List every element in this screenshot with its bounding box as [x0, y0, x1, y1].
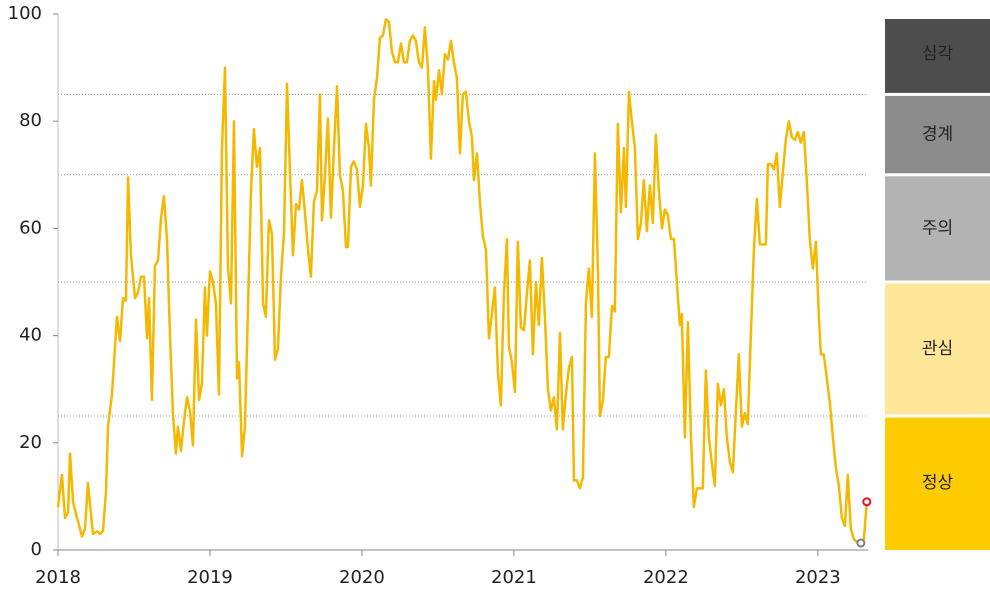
band — [885, 19, 990, 93]
band — [885, 95, 990, 174]
y-tick-label: 0 — [31, 539, 42, 560]
band — [885, 417, 990, 550]
band-label: 주의 — [922, 218, 953, 238]
x-tick-label: 2018 — [35, 567, 81, 588]
y-tick-label: 100 — [8, 3, 42, 24]
y-tick-label: 40 — [19, 325, 42, 346]
y-tick-label: 60 — [19, 217, 42, 238]
band — [885, 176, 990, 281]
y-tick-label: 80 — [19, 110, 42, 131]
x-tick-label: 2022 — [643, 567, 689, 588]
band-label: 경계 — [922, 125, 953, 145]
y-tick-label: 20 — [19, 432, 42, 453]
band-label: 심각 — [922, 44, 954, 64]
band-label: 관심 — [922, 339, 953, 359]
data-line — [56, 18, 869, 545]
point-marker — [862, 497, 872, 507]
band — [885, 283, 990, 415]
x-tick-label: 2023 — [795, 567, 841, 588]
x-tick-label: 2020 — [339, 567, 385, 588]
x-tick-label: 2019 — [187, 567, 233, 588]
band-label: 정상 — [922, 473, 954, 493]
point-marker — [856, 538, 866, 548]
x-tick-label: 2021 — [491, 567, 537, 588]
